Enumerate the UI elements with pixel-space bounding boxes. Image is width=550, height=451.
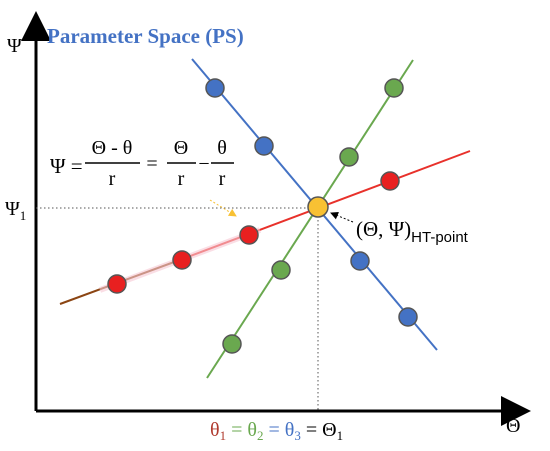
ht-label: (Θ, Ψ)HT-point <box>356 217 469 246</box>
ht-arrow <box>330 211 354 223</box>
formula-num1: Θ - θ <box>92 137 133 159</box>
cap-theta1-sym: Θ <box>322 419 336 441</box>
red-dot <box>107 274 127 294</box>
formula-den2: r <box>178 168 185 190</box>
theta-tick-label: θ1 = θ2 = θ3 = Θ1 <box>210 419 343 443</box>
psi1-sym: Ψ <box>5 198 20 220</box>
formula-num2: Θ <box>174 137 188 159</box>
eq-1: = <box>226 419 247 441</box>
ht-label-sub: HT-point <box>411 229 469 246</box>
formula-lhs: Ψ = <box>50 154 83 178</box>
formula-minus: − <box>198 153 209 175</box>
theta1-sub: 1 <box>220 428 227 443</box>
theta2-sym: θ <box>247 419 257 441</box>
blue-dot <box>254 136 274 156</box>
red-dot <box>380 171 400 191</box>
formula-arrow <box>209 199 237 217</box>
green-dot <box>222 334 242 354</box>
theta1-sym: θ <box>210 419 220 441</box>
ht-point <box>307 196 329 218</box>
theta3-sym: θ <box>285 419 295 441</box>
blue-dot <box>205 78 225 98</box>
red-dot <box>172 250 192 270</box>
blue-dot <box>350 251 370 271</box>
theta3-sub: 3 <box>294 428 301 443</box>
eq-3: = <box>301 419 322 441</box>
green-dot <box>339 147 359 167</box>
blue-dot <box>398 307 418 327</box>
formula-den1: r <box>109 168 116 190</box>
diagram-title: Parameter Space (PS) <box>47 24 244 48</box>
psi1-tick-label: Ψ1 <box>5 198 26 223</box>
eq-2: = <box>263 419 284 441</box>
green-dot <box>271 260 291 280</box>
formula-eq: = <box>146 153 157 175</box>
formula-den3: r <box>219 168 226 190</box>
formula: Ψ = Θ - θ r = Θ r − θ r <box>50 137 234 190</box>
cap-theta1-sub: 1 <box>337 428 344 443</box>
formula-num3: θ <box>217 137 227 159</box>
green-line <box>206 59 414 379</box>
red-dot <box>239 225 259 245</box>
green-dot <box>384 78 404 98</box>
ht-label-main: (Θ, Ψ) <box>356 217 411 241</box>
y-axis-label: Ψ <box>7 35 22 57</box>
psi1-sub: 1 <box>20 208 27 223</box>
theta2-sub: 2 <box>257 428 264 443</box>
x-axis-label: Θ <box>506 415 520 437</box>
